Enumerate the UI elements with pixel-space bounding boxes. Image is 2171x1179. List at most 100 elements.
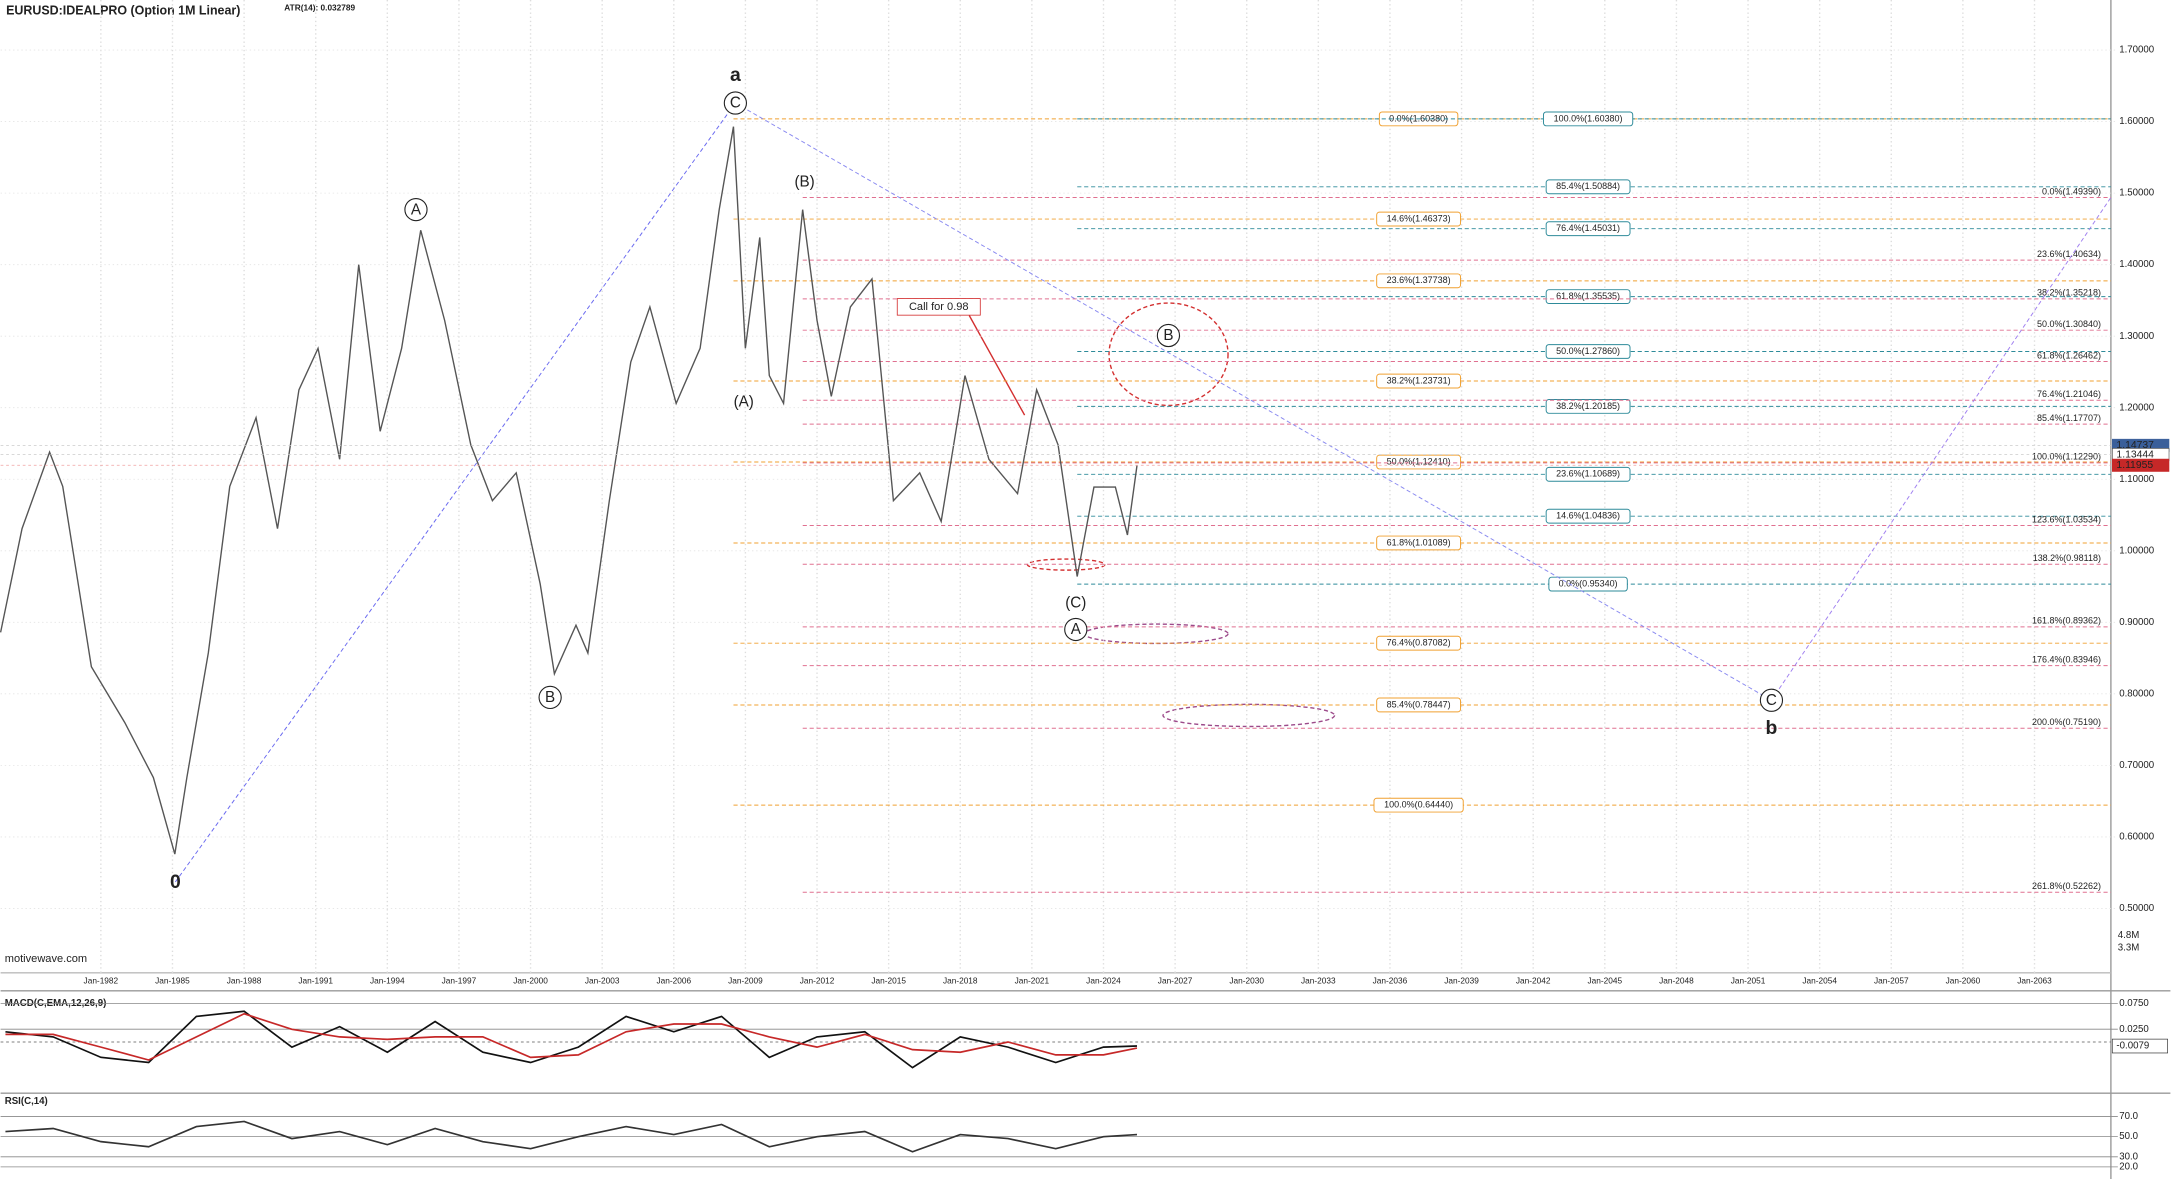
x-tick-label: Jan-1982 [84,975,119,985]
wave-label: C [1759,688,1784,712]
wave-label: (C) [1065,595,1086,612]
y-tick-label: 0.90000 [2119,617,2154,628]
watermark: motivewave.com [5,953,87,965]
fib-label: 85.4%(1.17707) [2037,413,2101,423]
wave-text: b [1766,717,1778,739]
x-tick-label: Jan-2045 [1588,975,1623,985]
y-tick-label: 1.20000 [2119,402,2154,413]
wave-circle [1156,323,1181,348]
fib-label-box [1548,576,1628,592]
x-tick-label: Jan-2048 [1659,975,1694,985]
price-marker-label: 1.14737 [2116,440,2154,451]
wave-text: A [1071,621,1082,638]
volume-label: 4.8M [2118,930,2140,941]
x-tick-label: Jan-2039 [1444,975,1479,985]
x-tick-label: Jan-1985 [155,975,190,985]
y-tick-label: 1.00000 [2119,545,2154,556]
fib-label: 14.6%(1.04836) [1556,511,1620,521]
wave-label: B [1156,323,1181,348]
fib-label-box [1376,373,1462,389]
series-line [5,1012,1138,1061]
annotation: Call for 0.98 [909,301,969,313]
fib-label: 76.4%(1.21046) [2037,389,2101,399]
trend-line [735,102,1772,701]
fib-label: 161.8%(0.89362) [2032,616,2101,626]
fib-label: 76.4%(0.87082) [1387,638,1451,648]
fib-label: 50.0%(1.12410) [1387,456,1451,466]
wave-circle [723,91,748,115]
target-zone [1162,703,1336,728]
fib-label-box [1545,344,1631,359]
x-tick-label: Jan-2063 [2017,975,2052,985]
fib-label: 50.0%(1.30840) [2037,319,2101,329]
y-tick-label: 30.0 [2119,1151,2138,1162]
fib-label: 61.8%(1.35535) [1556,291,1620,301]
wave-text: (C) [1065,595,1086,612]
x-tick-label: Jan-2051 [1731,975,1766,985]
x-tick-label: Jan-1994 [370,975,405,985]
fib-label-box [1542,111,1634,127]
x-tick-label: Jan-1991 [298,975,333,985]
fib-label: 14.6%(1.46373) [1387,213,1451,223]
x-tick-label: Jan-2042 [1516,975,1551,985]
fib-label: 38.2%(1.35218) [2037,288,2101,298]
y-tick-label: 1.40000 [2119,259,2154,270]
fib-label: 0.0%(1.49390) [2042,186,2101,196]
fib-label: 123.6%(1.03534) [2032,514,2101,524]
wave-label: (B) [794,173,814,190]
wave-circle [404,197,428,222]
x-tick-label: Jan-2036 [1373,975,1408,985]
wave-text: B [1163,327,1173,344]
x-tick-label: Jan-2054 [1802,975,1837,985]
fib-label-box [1376,273,1462,289]
fib-label: 23.6%(1.37738) [1387,275,1451,285]
wave-label: A [1064,617,1088,642]
fib-label-box [1545,289,1631,305]
x-tick-label: Jan-2018 [943,975,978,985]
y-tick-label: 1.70000 [2119,45,2154,56]
trend-line [174,102,736,883]
fib-label: 100.0%(1.12290) [2032,452,2101,462]
value-box [2111,1038,2168,1054]
chart-title: EURUSD:IDEALPRO (Option 1M Linear) [6,3,240,17]
fib-label: 85.4%(0.78447) [1387,699,1451,709]
x-tick-label: Jan-2060 [1946,975,1981,985]
annotation-arrow [968,315,1026,416]
value-label: -0.0079 [2116,1041,2149,1052]
fib-label-box [1545,398,1631,414]
fib-label-box [1376,635,1462,651]
fib-label-box [1376,535,1462,551]
panel-title: RSI(C,14) [5,1096,48,1107]
x-tick-label: Jan-2057 [1874,975,1909,985]
series-line [5,1120,1138,1153]
fib-label: 76.4%(1.45031) [1556,223,1620,233]
series-line [5,1010,1138,1069]
x-tick-label: Jan-2003 [585,975,620,985]
fib-label-box [1545,508,1631,524]
y-tick-label: 0.80000 [2119,688,2154,699]
fib-label: 100.0%(0.64440) [1384,800,1453,810]
fib-label: 261.8%(0.52262) [2032,881,2101,891]
wave-label: 0 [170,871,181,893]
fib-label: 0.0%(1.60380) [1389,113,1448,123]
y-tick-label: 0.60000 [2119,831,2154,842]
wave-circle [1064,617,1088,642]
fib-label: 23.6%(1.10689) [1556,469,1620,479]
x-tick-label: Jan-2024 [1086,975,1121,985]
wave-text: C [730,95,741,112]
indicator-label: ATR(14): 0.032789 [284,2,355,12]
fib-label: 23.6%(1.40634) [2037,249,2101,259]
x-tick-label: Jan-1997 [442,975,477,985]
wave-text: C [1766,692,1777,709]
fib-label: 138.2%(0.98118) [2033,553,2101,563]
fib-label-box [1545,221,1631,237]
target-zone [1108,302,1229,407]
x-tick-label: Jan-2006 [656,975,691,985]
x-tick-label: Jan-2030 [1229,975,1264,985]
y-tick-label: 70.0 [2119,1111,2138,1122]
fib-label: 176.4%(0.83946) [2032,654,2101,664]
y-tick-label: 0.0250 [2119,1024,2149,1035]
wave-circle [1759,688,1784,712]
